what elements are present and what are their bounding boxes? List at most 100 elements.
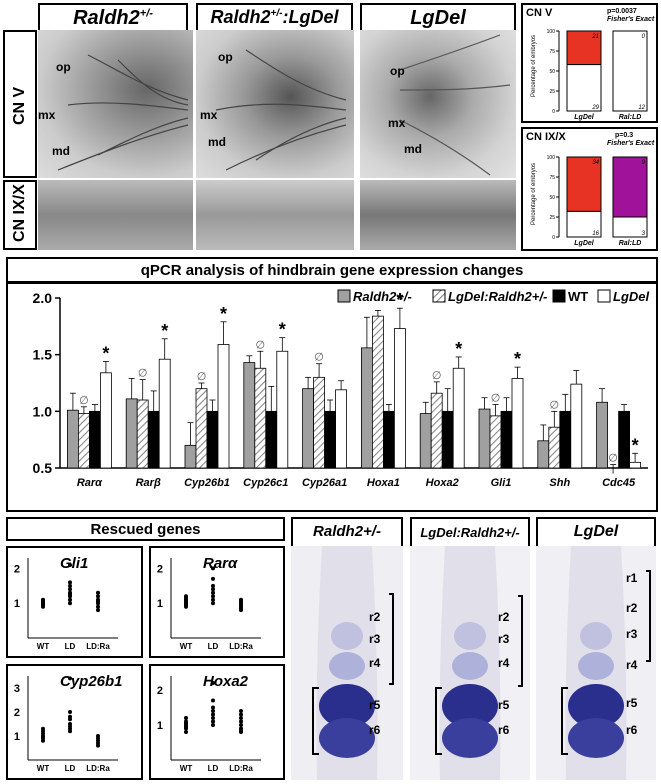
fisher-count-top: 21 [591, 34, 599, 40]
fisher-ytick-label: 50 [549, 195, 555, 201]
rhombomere-label: r6 [626, 723, 638, 737]
rescued-xtick-label: LD [65, 642, 76, 651]
rescued-title-box: Rescued genes [6, 517, 285, 541]
fisher-bar-bottom [612, 216, 648, 238]
rescued-xtick-label: LD [208, 642, 219, 651]
rhombomere-label: r2 [626, 601, 638, 615]
fisher-bar-bottom [566, 210, 602, 238]
rescued-title: Rescued genes [90, 521, 201, 538]
qpcr-category-label: Cyp26a1 [302, 477, 347, 489]
photo-raldh2-lgdel-cnix [196, 180, 354, 250]
photo-raldh2-cnv: op mx md [38, 30, 193, 178]
rescued-ytick-label: 1 [157, 598, 163, 610]
qpcr-bar [265, 410, 278, 469]
rescued-dot [68, 580, 72, 585]
fisher-cnv-p: p=0.0037 [607, 8, 637, 15]
col-title-3: LgDel [360, 3, 516, 31]
qpcr-bar [371, 315, 384, 469]
qpcr-category-label: Cdc45 [602, 477, 636, 489]
qpcr-legend-swatch [337, 289, 351, 303]
rescued-dot [68, 562, 72, 567]
qpcr-legend-label: LgDel:Raldh2+/- [448, 289, 547, 304]
top-panel: Raldh2+/- Raldh2+/-:LgDel LgDel CN V CN … [0, 0, 661, 255]
label-md: md [404, 142, 422, 156]
qpcr-star-marker: * [455, 339, 462, 359]
rescued-dot [239, 606, 243, 611]
qpcr-bar [206, 410, 219, 469]
rescued-dot [96, 608, 100, 613]
hb-photo-3: r1 r2 r3 r4 r5 r6 [536, 546, 656, 780]
fisher-ytick-label: 25 [549, 215, 555, 221]
rhombomere-stain [329, 652, 365, 680]
fisher-bar-bottom [612, 30, 648, 112]
rescued-dot [211, 709, 215, 713]
rhombomere-stain [319, 684, 375, 728]
qpcr-bar [125, 398, 138, 469]
qpcr-bar [393, 328, 406, 469]
fisher-bar-label: Ral:LD [619, 114, 642, 121]
rescued-panel-0: 2 1 Gli1 WT LD LD:Ra [6, 546, 143, 658]
rhombomere-label: r2 [498, 610, 510, 624]
qpcr-category-label: Hoxa1 [367, 477, 400, 489]
rescued-dot [211, 705, 215, 710]
rescued-ytick-label: 2 [14, 707, 20, 719]
label-mx: mx [38, 108, 56, 122]
fisher-count-bottom: 29 [591, 105, 599, 111]
bracket-upper [518, 595, 523, 687]
bracket-upper [389, 593, 394, 685]
rescued-dot [41, 731, 45, 736]
photo-raldh2-cnix [38, 180, 193, 250]
qpcr-bar [559, 410, 572, 469]
qpcr-bar [184, 444, 197, 469]
fisher-cnv-test: Fisher's Exact [607, 16, 655, 23]
fisher-cnix-svg: Percentage of embryos 100 75 50 25 0 34 16 LgD… [531, 155, 648, 247]
rescued-dot [211, 716, 215, 720]
hb-photo-2: r2 r3 r4 r5 r6 [410, 546, 530, 780]
fisher-bar-bottom [566, 64, 602, 112]
rescued-dot [211, 590, 215, 595]
rescued-dot [239, 712, 243, 717]
row-label-cnv-box [3, 30, 37, 178]
qpcr-rescue-marker: ∅ [314, 352, 324, 364]
rescued-panel-1: 2 1 Rarα WT LD LD:Ra [149, 546, 285, 658]
qpcr-bar [596, 401, 608, 469]
qpcr-bar [67, 409, 79, 469]
fisher-ytick-label: 0 [552, 109, 555, 115]
row-label-cnix-box [3, 180, 37, 250]
col-title-2: Raldh2+/-:LgDel [196, 3, 353, 31]
qpcr-bar [537, 440, 550, 469]
qpcr-rescue-marker: ∅ [550, 399, 560, 411]
bracket-lower [435, 687, 442, 755]
rhombomere-stain [454, 622, 486, 650]
qpcr-bar [570, 383, 583, 469]
qpcr-bar [629, 461, 641, 469]
qpcr-bar [511, 378, 524, 469]
rescued-dot [184, 594, 188, 599]
rescued-dot [96, 599, 100, 604]
rescued-dot [41, 604, 45, 608]
rescued-dot [239, 728, 243, 733]
photo-lgdel-cnix [360, 180, 516, 250]
qpcr-bar [158, 358, 171, 469]
rescued-ytick-label: 1 [14, 731, 20, 743]
rhombomere-stain [442, 684, 498, 728]
qpcr-category-label: Shh [549, 477, 570, 489]
rhombomere-stain [442, 718, 498, 758]
rhombomere-label: r4 [626, 658, 638, 672]
qpcr-rescue-marker: ∅ [256, 339, 266, 351]
label-op: op [56, 60, 71, 74]
rescued-dot [239, 723, 243, 727]
rhombomere-label: r2 [369, 610, 381, 624]
rhombomere-stain [331, 622, 363, 650]
rhombomere-stain [319, 718, 375, 758]
rhombomere-label: r3 [498, 632, 510, 646]
qpcr-bar [254, 367, 267, 469]
row-label-cnix: CN IX/X [11, 184, 28, 242]
fisher-count-top: 9 [642, 160, 646, 166]
qpcr-category-label: Hoxa2 [426, 477, 459, 489]
rescued-xtick-label: LD:Ra [229, 764, 253, 773]
rescued-dot [211, 601, 215, 606]
rescued-dot [41, 726, 45, 731]
rescued-dot [68, 726, 72, 731]
rescued-dot [239, 602, 243, 607]
